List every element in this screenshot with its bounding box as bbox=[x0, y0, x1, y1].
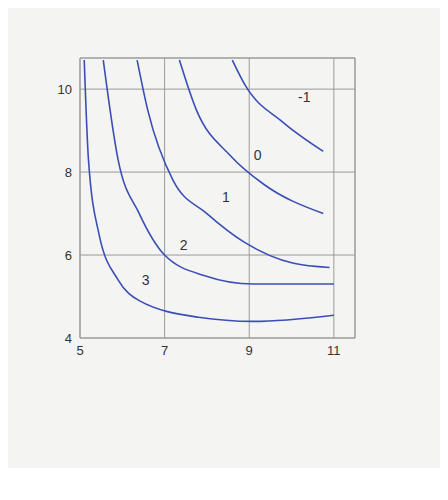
svg-text:6: 6 bbox=[65, 248, 72, 263]
svg-text:9: 9 bbox=[246, 343, 253, 358]
svg-text:-1: -1 bbox=[298, 89, 311, 105]
svg-text:8: 8 bbox=[65, 165, 72, 180]
svg-text:0: 0 bbox=[254, 147, 262, 163]
svg-text:2: 2 bbox=[180, 237, 188, 253]
svg-text:7: 7 bbox=[161, 343, 168, 358]
svg-text:11: 11 bbox=[327, 343, 341, 358]
svg-text:1: 1 bbox=[222, 189, 230, 205]
svg-text:3: 3 bbox=[142, 272, 150, 288]
svg-text:4: 4 bbox=[65, 331, 72, 346]
svg-text:10: 10 bbox=[58, 82, 72, 97]
svg-text:5: 5 bbox=[76, 343, 83, 358]
